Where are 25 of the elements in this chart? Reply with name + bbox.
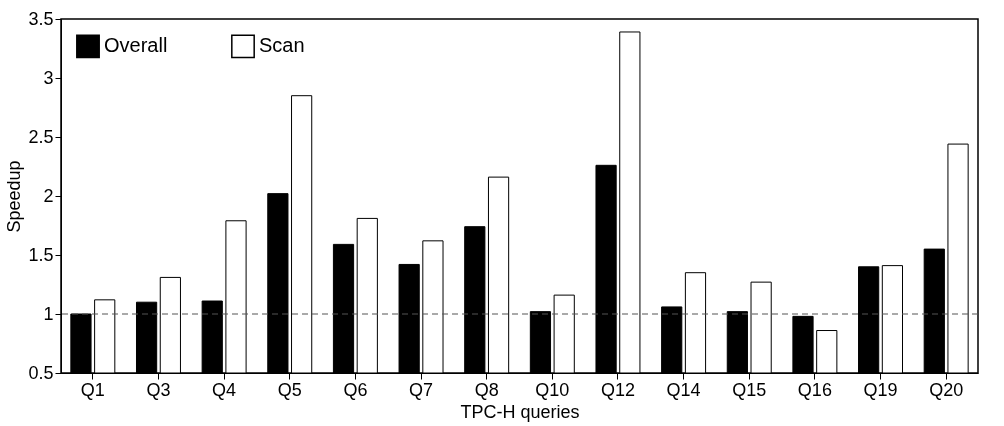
- x-tick-label: Q8: [474, 379, 499, 400]
- y-tick-label: 2: [43, 185, 54, 206]
- x-tick-label: Q16: [797, 379, 832, 400]
- y-tick-label: 1.5: [28, 244, 54, 265]
- x-tick-label: Q14: [666, 379, 701, 400]
- legend-label: Overall: [104, 34, 168, 57]
- x-tick-label: Q1: [80, 379, 105, 400]
- x-tick-label: Q5: [277, 379, 302, 400]
- y-tick-label: 3: [43, 67, 54, 88]
- x-tick-label: Q12: [600, 379, 635, 400]
- y-tick-label: 1: [43, 303, 54, 324]
- x-tick-label: Q3: [146, 379, 171, 400]
- x-tick-label: Q15: [732, 379, 767, 400]
- x-tick-label: Q20: [929, 379, 964, 400]
- y-axis-title: Speedup: [4, 160, 25, 233]
- x-tick-label: Q6: [343, 379, 368, 400]
- legend-label: Scan: [259, 34, 305, 57]
- y-tick-label: 3.5: [28, 8, 54, 29]
- x-tick-label: Q10: [535, 379, 570, 400]
- y-tick-label: 0.5: [28, 362, 54, 383]
- x-tick-label: Q19: [863, 379, 898, 400]
- x-tick-label: Q7: [409, 379, 434, 400]
- x-axis-title: TPC-H queries: [460, 401, 580, 422]
- x-tick-label: Q4: [212, 379, 237, 400]
- y-tick-label: 2.5: [28, 126, 54, 147]
